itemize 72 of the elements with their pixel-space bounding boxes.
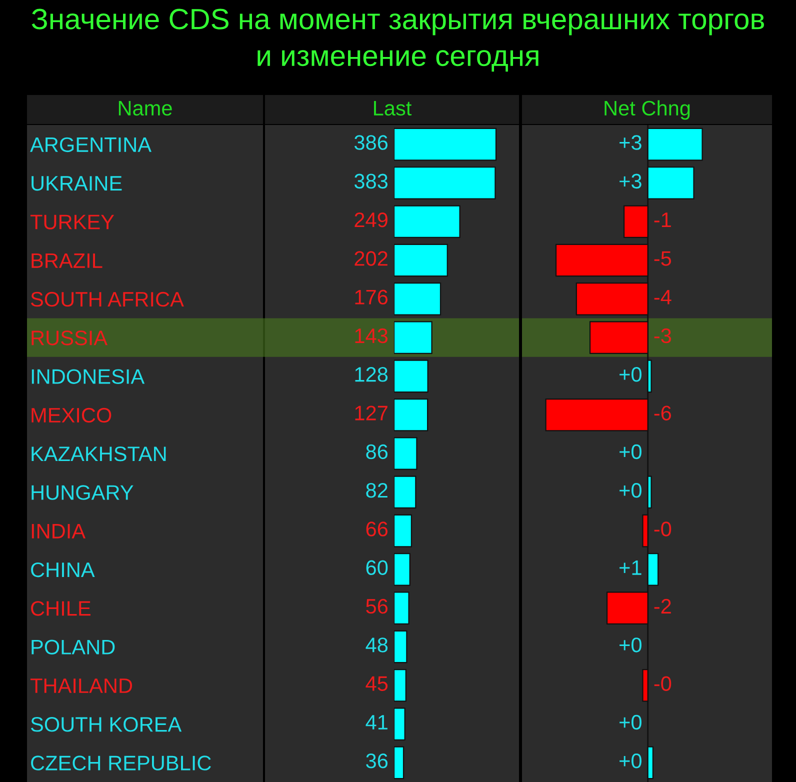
y-tick-label: MEXICO [32,408,112,423]
data-label: 86 [366,444,388,460]
bar [394,321,432,354]
bar [394,398,428,432]
y-tick-label: SOUTH KOREA [30,717,182,732]
data-label: -2 [654,598,671,614]
y-tick-label: RUSSIA [32,330,108,346]
bar [394,746,404,780]
data-label: 82 [366,482,388,498]
bar [394,514,412,548]
bar [394,553,410,586]
data-label: 36 [366,754,388,768]
data-label: 386 [354,135,388,150]
y-tick-label: TURKEY [30,214,114,230]
y-tick-label: HUNGARY [32,485,134,500]
data-label: 60 [366,560,388,576]
x-axis-title: Last [374,101,412,116]
y-tick-label: CZECH REPUBLIC [31,756,211,770]
data-label: -0 [654,676,672,691]
bar [394,592,410,624]
y-tick-label: ARGENTINA [30,137,152,152]
bar [394,630,408,664]
bar [394,244,448,277]
bar [394,668,406,702]
bar [394,128,497,161]
data-label: 48 [366,638,388,652]
y-tick-label: POLAND [32,640,115,654]
data-label: +0 [620,367,642,382]
data-label: +0 [620,714,642,730]
data-label: +0 [620,482,642,498]
data-label: 41 [366,715,388,730]
data-label: +1 [620,560,642,575]
data-label: +0 [620,754,642,768]
bar [394,437,418,470]
y-tick-label: INDONESIA [32,369,145,384]
data-label: 66 [366,522,388,536]
y-tick-label: INDIA [32,524,86,538]
data-label: 127 [355,406,388,420]
data-label: 128 [355,367,388,382]
y-tick-label: SOUTH AFRICA [30,292,184,307]
y-tick-label: UKRAINE [32,176,122,191]
y-tick-label: BRAZIL [32,253,102,268]
data-label: +3 [620,135,642,150]
data-label: 56 [366,598,388,614]
data-label: +0 [620,444,642,460]
data-label: -0 [654,522,672,536]
y-axis-title: Name [118,101,172,116]
data-label: 249 [354,212,388,228]
y-tick-label: THAILAND [30,678,132,693]
bar [394,708,406,740]
bar [394,476,416,509]
y-tick-label: CHINA [31,562,95,578]
data-label: 176 [355,290,388,305]
data-label: 143 [355,328,388,344]
y-tick-label: KAZAKHSTAN [32,446,166,462]
bar [394,205,460,238]
data-label: -4 [654,290,672,304]
chart-title: Значение CDS на момент закрытия вчерашних торгов и изменение сегодня [32,8,764,72]
data-label: +0 [620,638,642,652]
bar [394,282,442,316]
bar [394,166,496,200]
data-label: 383 [354,174,388,189]
data-label: -1 [654,212,671,228]
data-label: 45 [366,676,388,691]
y-tick-label: CHILE [31,601,90,616]
x-axis-title: Net Chng [604,100,690,120]
data-label: -5 [654,251,672,266]
data-label: -3 [654,328,672,344]
data-label: +3 [620,174,642,189]
data-label: -6 [654,406,672,420]
bar [394,360,428,393]
data-label: 202 [354,251,388,266]
